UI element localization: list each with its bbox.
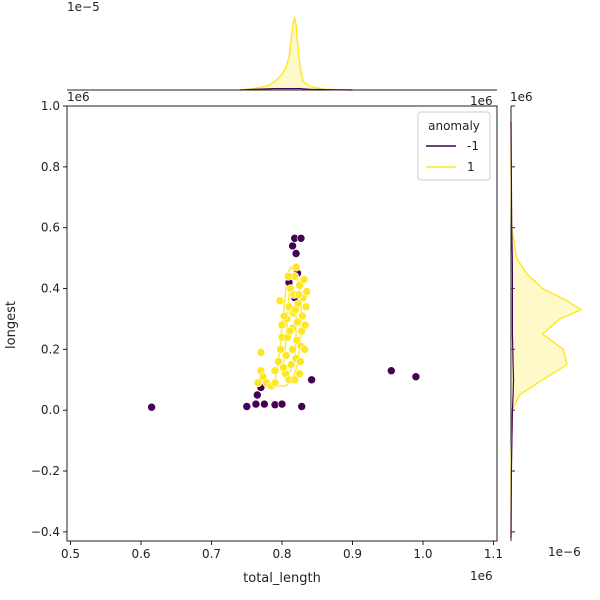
scatter-point-anomaly-1 [292,335,302,345]
scatter-point-anomaly-1 [288,345,297,354]
x-tick-label: 0.7 [202,547,221,561]
scatter-point-anomaly-1 [294,290,304,299]
x-tick-label: 0.9 [343,547,362,561]
scatter-point-anomaly-1 [293,317,302,327]
scatter-point-anomaly-1 [256,348,266,357]
scatter-point-anomaly-minus1 [297,402,307,411]
scatter-point-anomaly-1 [286,360,296,369]
x-axis-label: total_length [243,571,321,586]
scatter-point-anomaly-minus1 [307,375,316,385]
scatter-point-anomaly-1 [275,296,285,306]
scatter-point-anomaly-minus1 [277,399,287,409]
scatter-point-anomaly-1 [253,378,263,388]
scatter-point-anomaly-minus1 [251,399,261,409]
scatter-point-anomaly-1 [290,375,300,385]
scatter-point-anomaly-1 [281,351,291,360]
y-axis-label: longest [4,301,19,349]
scatter-point-anomaly-minus1 [288,241,297,251]
scatter-point-anomaly-1 [300,345,309,354]
right-marginal-density-fill-anomaly-1 [511,121,581,538]
legend-title: anomaly [428,119,480,133]
scatter-point-anomaly-1 [295,281,304,290]
top-marginal-offset-label: 1e−5 [67,0,100,14]
scatter-point-anomaly-1 [285,326,295,336]
scatter-point-anomaly-minus1 [296,234,306,243]
right-marginal-top-offset-label: 1e6 [510,90,533,104]
scatter-point-anomaly-minus1 [260,399,269,409]
scatter-point-anomaly-minus1 [147,402,156,412]
scatter-point-anomaly-1 [291,262,301,272]
y-tick-label: 0.0 [41,403,60,417]
legend: anomaly -1 1 [417,111,491,181]
x-tick-label: 1.0 [413,547,432,561]
y-tick-label: 1.0 [41,99,60,113]
y-tick-label: −0.4 [31,525,60,539]
y-tick-label: 0.8 [41,160,60,174]
x-tick-label: 0.6 [131,547,150,561]
x-tick-label: 1.1 [484,547,503,561]
top-marginal-axes: 1e−5 [67,0,497,91]
scatter-point-anomaly-minus1 [291,249,301,258]
scatter-point-anomaly-1 [295,369,304,379]
legend-entry-minus1: -1 [467,139,479,153]
top-marginal-density-line-anomaly-1 [239,15,353,91]
scatter-point-anomaly-1 [270,366,280,376]
y-tick-label: −0.2 [31,464,60,478]
main-top-right-offset-label: 1e6 [470,94,493,108]
scatter-point-anomaly-1 [302,287,312,296]
top-marginal-density-fill-anomaly-1 [239,18,353,90]
legend-entry-1: 1 [467,160,475,174]
scatter-point-anomaly-minus1 [242,402,252,411]
scatter-point-anomaly-minus1 [411,372,421,382]
scatter-point-anomaly-1 [299,275,309,284]
x-tick-label: 0.8 [272,547,291,561]
scatter-point-anomaly-1 [279,311,289,321]
y-tick-label: 0.4 [41,282,60,296]
right-marginal-bottom-offset-label: 1e−6 [548,545,581,559]
scatter-point-anomaly-1 [277,320,287,330]
scatter-point-anomaly-1 [300,320,310,330]
y-offset-label: 1e6 [67,90,90,104]
scatter-point-anomaly-1 [298,311,307,321]
right-marginal-density-line-anomaly-minus1 [510,121,515,539]
x-offset-label: 1e6 [470,569,493,583]
right-marginal-density-line-anomaly-1 [510,121,583,538]
scatter-point-anomaly-minus1 [386,366,396,376]
top-marginal-density-line-anomaly-minus1 [239,88,353,91]
scatter-point-anomaly-1 [276,345,285,354]
y-tick-label: 0.2 [41,342,60,356]
scatter-point-anomaly-1 [301,302,311,312]
main-scatter-axes: 0.5 0.6 0.7 0.8 0.9 1.0 1.1 −0.4 −0.2 0.0 0.2 0.4 0… [4,90,503,586]
x-tick-label: 0.5 [61,547,80,561]
scatter-point-anomaly-minus1 [252,390,262,400]
y-tick-label: 0.6 [41,221,60,235]
scatter-point-anomaly-1 [295,357,305,366]
scatter-point-anomaly-1 [291,305,300,315]
scatter-point-anomaly-1 [270,378,280,388]
scatter-point-anomaly-1 [274,357,283,366]
scatter-point-anomaly-1 [279,363,288,372]
right-marginal-axes: 1e6 1e−6 [510,90,583,559]
scatter-point-anomaly-1 [283,271,293,281]
